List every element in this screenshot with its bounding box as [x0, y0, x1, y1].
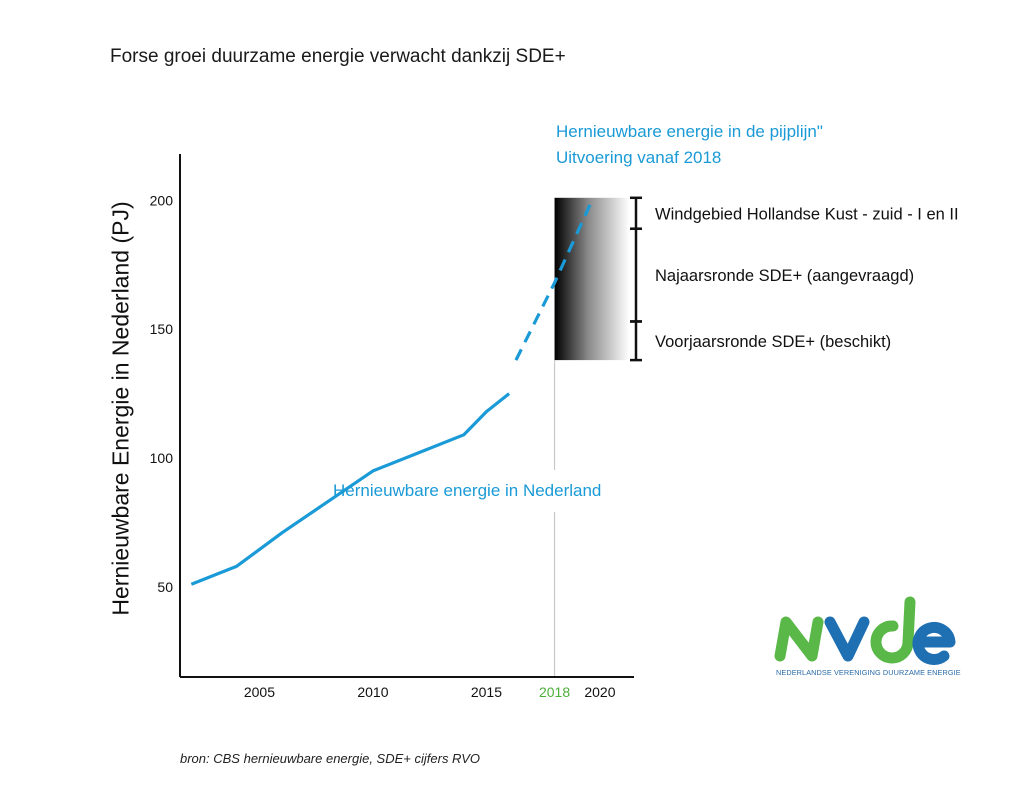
annotation-0: Hernieuwbare energie in de pijplijn": [556, 122, 823, 141]
x-tick-label-2005: 2005: [244, 684, 275, 700]
logo-subtitle: NEDERLANDSE VERENIGING DUURZAME ENERGIE: [776, 668, 961, 677]
y-tick-label-150: 150: [150, 321, 174, 337]
x-tick-label-2018: 2018: [539, 684, 570, 700]
logo-n-stroke: [774, 616, 824, 662]
annotation-1: Uitvoering vanaf 2018: [556, 148, 721, 167]
logo-v-stroke: [824, 616, 870, 662]
y-tick-label-100: 100: [150, 450, 174, 466]
logo-d-stroke: [870, 596, 916, 664]
x-tick-label-2010: 2010: [357, 684, 388, 700]
x-tick-label-2015: 2015: [471, 684, 502, 700]
bracket-label-2: Voorjaarsronde SDE+ (beschikt): [655, 333, 891, 351]
logo-e-stroke: [912, 621, 956, 665]
y-tick-label-50: 50: [157, 579, 173, 595]
y-tick-label-200: 200: [150, 192, 174, 208]
x-tick-label-2020: 2020: [584, 684, 615, 700]
chart-title: Forse groei duurzame energie verwacht da…: [110, 46, 566, 67]
bracket-label-0: Windgebied Hollandse Kust - zuid - I en …: [655, 205, 959, 223]
annotation-2: Hernieuwbare energie in Nederland: [333, 481, 601, 500]
nvde-logo: [774, 596, 956, 665]
bracket-label-1: Najaarsronde SDE+ (aangevraagd): [655, 267, 914, 285]
pipeline-range-box: [554, 197, 630, 361]
source-note: bron: CBS hernieuwbare energie, SDE+ cij…: [180, 751, 480, 766]
